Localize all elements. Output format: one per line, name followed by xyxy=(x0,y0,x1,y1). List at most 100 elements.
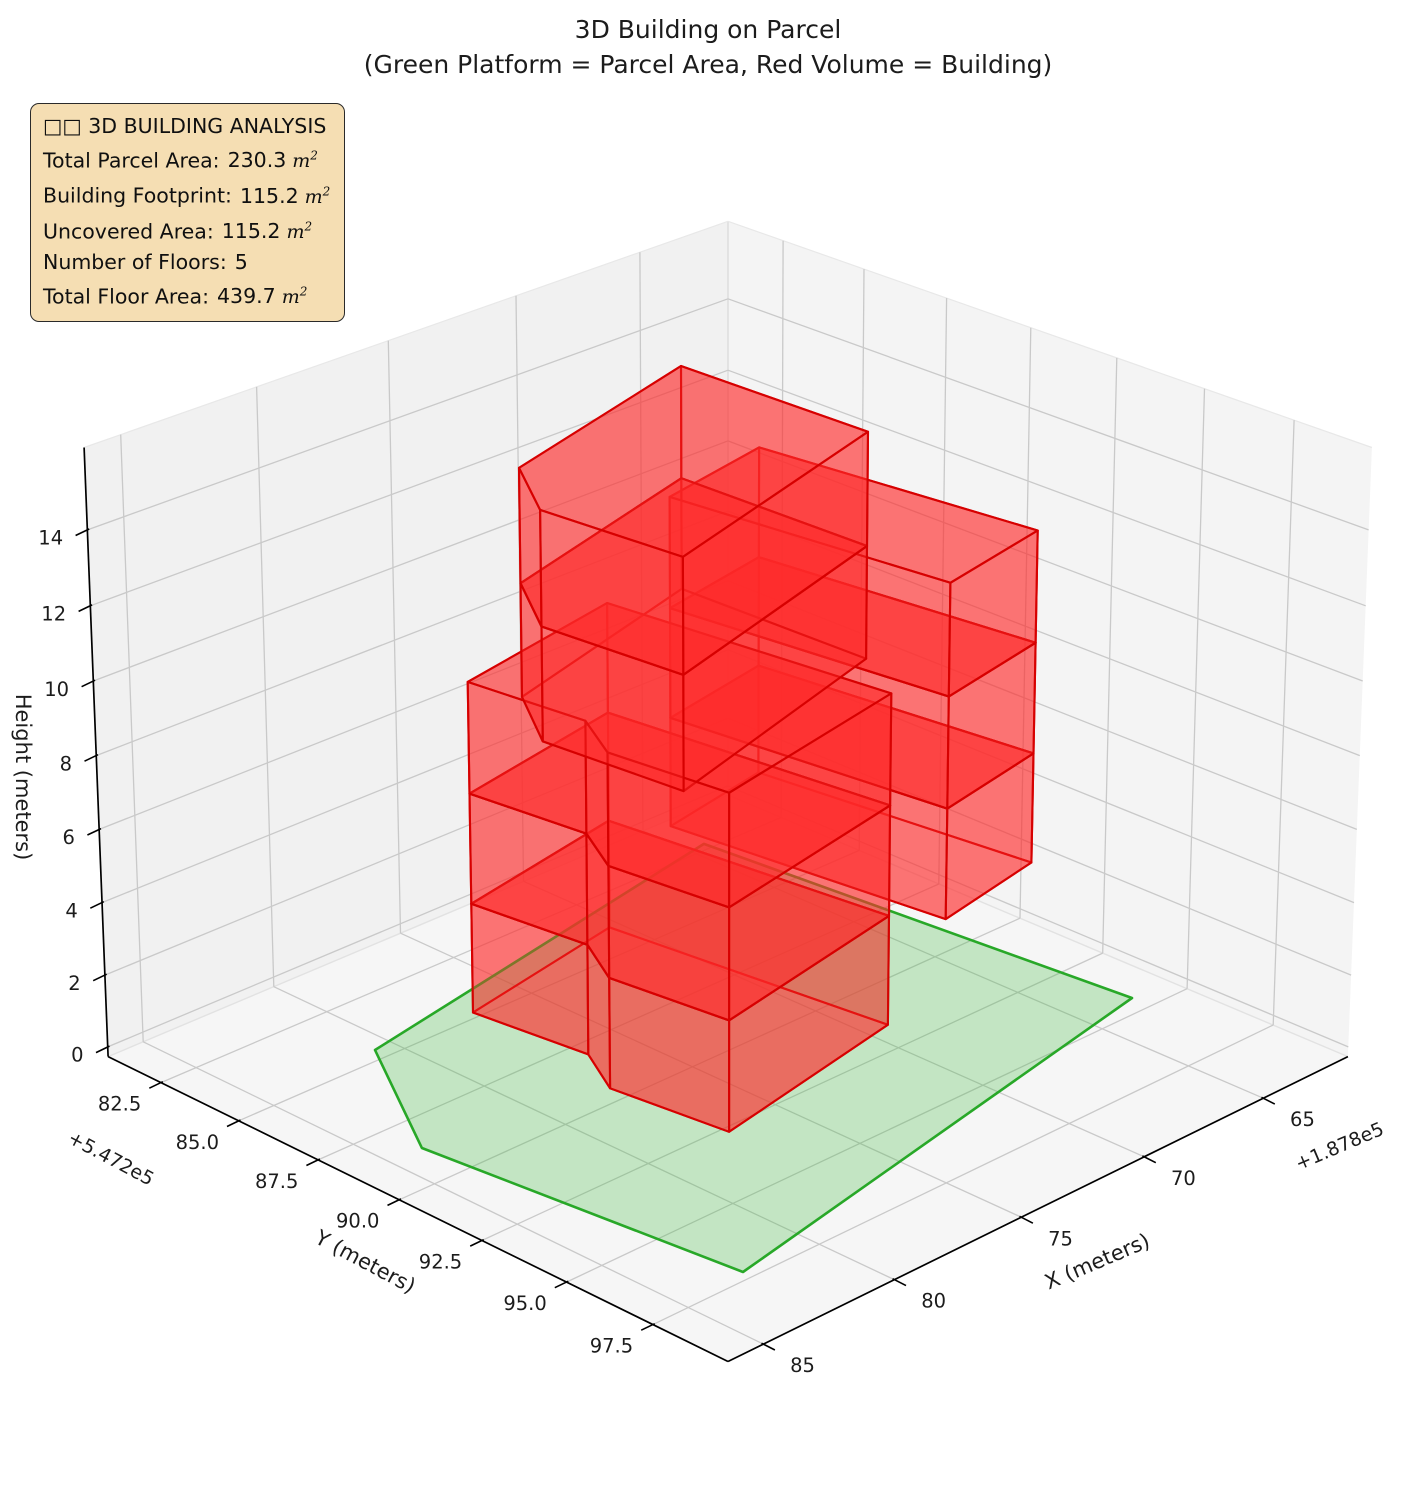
grid-line-y-wall xyxy=(1272,420,1295,1026)
info-label: Total Floor Area: xyxy=(43,284,209,309)
grid-line-y-wall xyxy=(938,298,948,885)
grid-line-z-right xyxy=(727,298,1369,531)
info-label: Number of Floors: xyxy=(43,249,227,274)
z-tick-label: 10 xyxy=(44,678,69,701)
info-label: Building Footprint: xyxy=(43,183,232,208)
grid-line-x-floor xyxy=(400,932,1022,1218)
y-tick-mark xyxy=(148,1080,164,1089)
grid-line-y-wall xyxy=(1186,388,1206,989)
y-tick-mark xyxy=(226,1119,241,1128)
x-tick-label: 70 xyxy=(1171,1167,1196,1190)
grid-line-z-right xyxy=(727,717,1352,976)
info-row-footprint: Building Footprint: 115.2 m2 xyxy=(43,176,330,211)
info-value: 115.2 xyxy=(221,218,281,243)
unit-m2: m2 xyxy=(292,149,318,173)
grid-line-x-floor xyxy=(523,880,1145,1158)
grid-line-z-left xyxy=(93,440,729,682)
grid-line-z-left xyxy=(101,649,729,904)
axis-spines-and-ticks: 65 70 75 80 85 82.5 85.0 87.5 90.0 92.5 95.0 97.5 0 2… xyxy=(38,447,1349,1377)
y-tick-mark xyxy=(469,1238,485,1247)
z-tick-label: 2 xyxy=(68,972,80,995)
grid-line-x-wall xyxy=(387,340,402,934)
pane-edge xyxy=(727,794,1349,1058)
building-face-tower-side xyxy=(539,508,685,676)
building-face-right-wing-side xyxy=(947,529,1039,698)
grid-line-z-left xyxy=(95,510,729,757)
grid-lines xyxy=(87,240,1369,1345)
z-tick-mark xyxy=(92,973,108,982)
x-tick-label: 80 xyxy=(921,1290,946,1313)
y-axis-spine xyxy=(107,1055,729,1363)
y-tick-label: 87.5 xyxy=(255,1170,298,1193)
info-row-floors: Number of Floors: 5 xyxy=(43,247,330,277)
info-row-total-floor-area: Total Floor Area: 439.7 m2 xyxy=(43,277,330,312)
unit-m2: m2 xyxy=(304,184,331,208)
z-axis-title: Height (meters) xyxy=(11,694,35,861)
grid-line-y-wall xyxy=(1019,327,1032,919)
grid-line-x-wall xyxy=(120,434,144,1042)
z-tick-label: 4 xyxy=(65,899,77,922)
info-value: 115.2 xyxy=(239,183,299,208)
plot-content xyxy=(373,364,1134,1274)
y-axis-offset-label: +5.472e5 xyxy=(64,1127,157,1191)
x-axis-spine xyxy=(727,1055,1349,1363)
z-tick-label: 8 xyxy=(60,752,72,775)
grid-line-x-floor xyxy=(642,830,1264,1099)
info-label: Uncovered Area: xyxy=(43,218,214,243)
x-tick-mark xyxy=(1019,1215,1034,1224)
z-tick-label: 12 xyxy=(41,603,66,626)
x-tick-mark xyxy=(1142,1155,1157,1164)
grid-line-z-left xyxy=(90,369,729,607)
info-value: 5 xyxy=(234,249,248,274)
y-tick-label: 85.0 xyxy=(176,1131,219,1154)
y-tick-label: 90.0 xyxy=(336,1210,379,1233)
grid-line-z-right xyxy=(727,369,1366,607)
z-tick-mark xyxy=(78,604,93,613)
pane-floor xyxy=(108,795,1348,1362)
parcel-polygon xyxy=(373,842,1134,1274)
z-tick-label: 6 xyxy=(63,826,75,849)
figure-title-line2: (Green Platform = Parcel Area, Red Volum… xyxy=(363,50,1053,79)
y-tick-mark xyxy=(554,1280,569,1289)
x-tick-label: 65 xyxy=(1290,1108,1315,1131)
z-tick-mark xyxy=(75,528,90,537)
z-tick-mark xyxy=(84,753,99,762)
grid-line-z-right xyxy=(727,510,1361,757)
grid-line-z-right xyxy=(727,649,1355,904)
unit-m2: m2 xyxy=(286,219,313,243)
y-tick-mark xyxy=(306,1158,321,1167)
pane-edge xyxy=(107,794,729,1058)
grid-line-z-left xyxy=(98,580,729,831)
grid-line-y-wall xyxy=(1102,357,1118,954)
grid-line-x-wall xyxy=(639,252,644,831)
grid-line-z-left xyxy=(107,785,729,1048)
info-value: 230.3 xyxy=(227,148,287,173)
grid-line-x-floor xyxy=(273,986,895,1281)
y-axis-title: Y (meters) xyxy=(310,1225,419,1298)
grid-line-y-floor xyxy=(652,1024,1274,1326)
z-axis-spine xyxy=(83,447,109,1057)
info-row-parcel-area: Total Parcel Area: 230.3 m2 xyxy=(43,141,330,176)
info-label: Total Parcel Area: xyxy=(43,148,220,173)
y-tick-label: 82.5 xyxy=(98,1093,141,1116)
grid-line-x-wall xyxy=(255,386,275,987)
x-tick-mark xyxy=(892,1277,907,1287)
y-tick-mark xyxy=(387,1198,402,1207)
building-face-main-block-side xyxy=(606,751,731,909)
info-value: 439.7 xyxy=(217,284,276,309)
grid-line-y-floor xyxy=(481,952,1103,1242)
y-tick-label: 92.5 xyxy=(419,1250,462,1273)
grid-line-y-wall xyxy=(858,269,865,851)
grid-line-z-right xyxy=(727,440,1363,682)
info-row-uncovered: Uncovered Area: 115.2 m2 xyxy=(43,212,330,247)
pane-edge xyxy=(83,220,729,449)
grid-line-z-right xyxy=(727,785,1349,1048)
pane-edge xyxy=(727,220,1373,449)
z-tick-label: 14 xyxy=(38,527,63,550)
z-tick-mark xyxy=(89,900,105,909)
z-tick-mark xyxy=(87,827,102,836)
z-tick-mark xyxy=(81,679,96,688)
x-tick-mark xyxy=(1261,1096,1276,1105)
